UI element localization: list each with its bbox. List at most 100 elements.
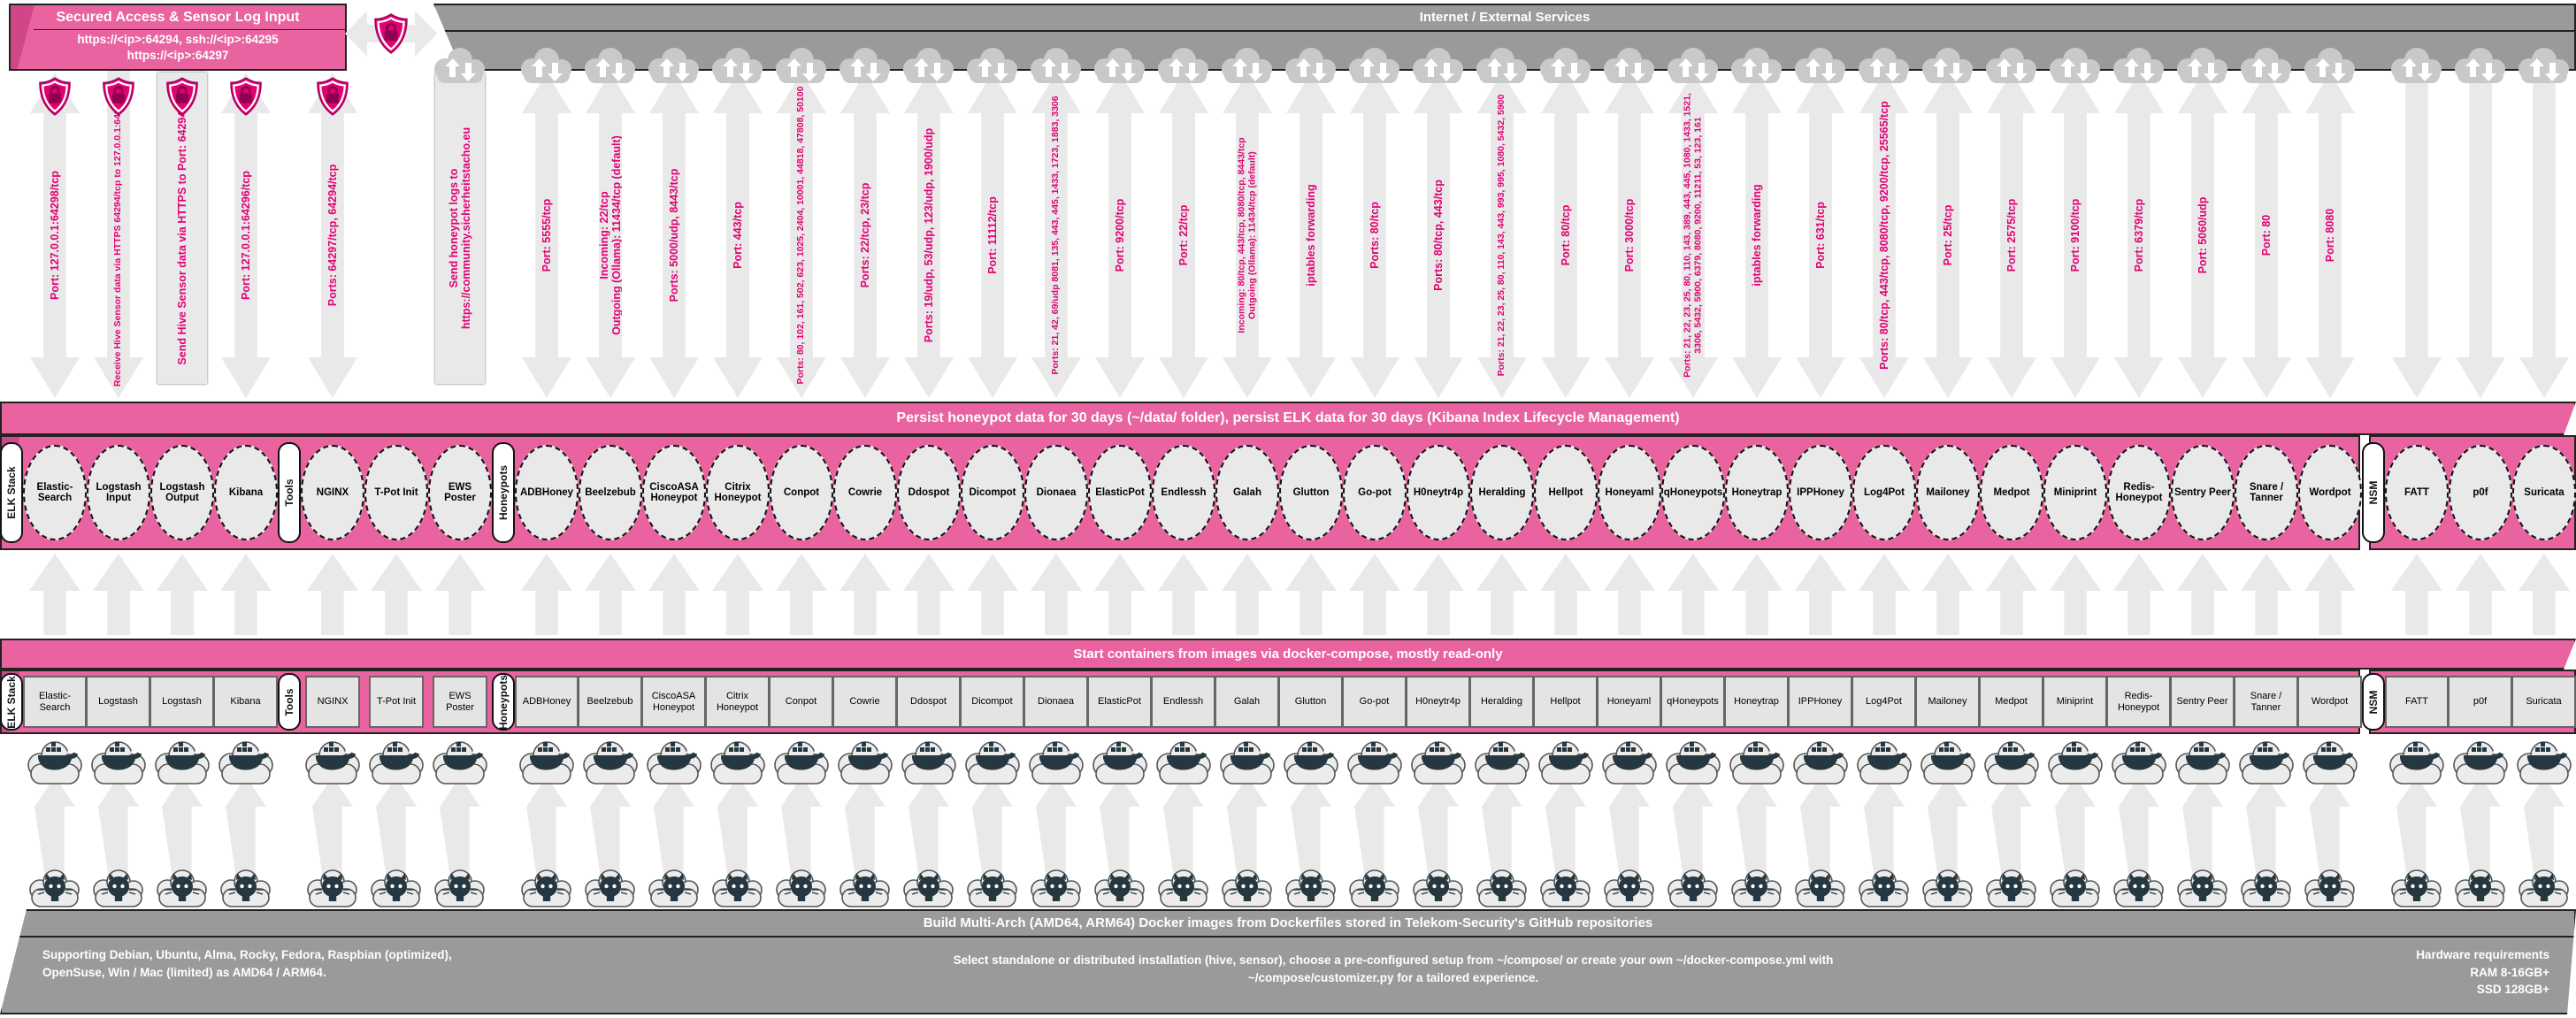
container-rect-suricata: Suricata	[2511, 676, 2576, 728]
cloud-updown-icon	[1731, 48, 1782, 83]
port-arrow-nginx: Ports: 64297/tcp, 64294/tcp	[308, 73, 357, 398]
cloud-updown-icon	[1285, 48, 1336, 83]
container-slot-log4pot: Log4Pot	[1852, 670, 1916, 734]
up-arrow-fatt	[2391, 554, 2442, 635]
container-slot-nginx: NGINX	[301, 670, 364, 734]
port-arrow-kibana: Port: 127.0.0.1:64296/tcp	[221, 73, 271, 398]
up-arrow-dionaea	[1031, 554, 1082, 635]
service-slot-heralding: Heralding	[1470, 435, 1534, 550]
cloud-updown-icon	[1604, 48, 1654, 83]
build-slot-heralding	[1470, 734, 1534, 909]
shield-lock-icon	[230, 77, 262, 116]
service-ellipse-qhoneypots: qHoneypots	[1661, 445, 1725, 540]
mid-arrow-slot-adbhoney	[515, 550, 579, 639]
container-slot-dicompot: Dicompot	[960, 670, 1024, 734]
build-slot-tools	[278, 734, 301, 909]
container-rect-h0neytr4p: H0neytr4p	[1406, 676, 1470, 728]
port-label-ddospot: Ports: 19/udp, 53/udp, 123/udp, 1900/udp	[923, 127, 935, 343]
port-arrow-dionaea: Ports: 21, 42, 69/udp 8081, 135, 443, 44…	[1031, 73, 1081, 398]
mid-arrow-slot-suricata	[2512, 550, 2576, 639]
port-arrow-slot-endlessh: Port: 22/tcp	[1152, 48, 1215, 402]
service-ellipse-snare-tanner: Snare / Tanner	[2235, 445, 2298, 540]
port-label-galah: Incoming: 80/tcp, 443/tcp, 8080/tcp, 844…	[1236, 137, 1257, 333]
mid-arrow-slot-mailoney	[1916, 550, 1980, 639]
group-label-tools: Tools	[278, 435, 301, 550]
service-ellipse-go-pot: Go-pot	[1343, 445, 1407, 540]
docker-cloud-icon	[27, 741, 82, 785]
service-ellipse-beelzebub: Beelzebub	[579, 445, 642, 540]
up-arrow-citrix-honeypot	[712, 554, 763, 635]
mid-arrow-slot-cowrie	[833, 550, 897, 639]
port-arrow-slot-elk-stack	[0, 71, 23, 402]
port-label-conpot: Ports: 80, 102, 161, 502, 623, 1025, 240…	[795, 86, 807, 385]
group-pill2-text-elk-stack: ELK Stack	[5, 675, 18, 729]
service-ellipse-honeyaml: Honeyaml	[1598, 445, 1661, 540]
container-rect-endlessh: Endlessh	[1151, 676, 1215, 728]
up-arrow-elasticpot	[1094, 554, 1146, 635]
up-arrow-beelzebub	[585, 554, 636, 635]
group-label-elk-stack: ELK Stack	[0, 435, 23, 550]
up-arrow-logstash-output	[157, 554, 208, 635]
build-slot-dicompot	[961, 734, 1024, 909]
container-rect-dicompot: Dicompot	[960, 676, 1024, 728]
container-rect-log4pot: Log4Pot	[1852, 676, 1916, 728]
port-arrow-slot-elasticpot: Port: 9200/tcp	[1088, 48, 1152, 402]
service-ellipse-hellpot: Hellpot	[1534, 445, 1598, 540]
service-ellipse-miniprint: Miniprint	[2043, 445, 2107, 540]
port-arrow-slot-redis-honeypot: Port: 6379/tcp	[2107, 48, 2171, 402]
group-pill-honeypots: Honeypots	[492, 441, 515, 544]
container-rect-honeyaml: Honeyaml	[1597, 676, 1661, 728]
mid-arrow-slot-ddospot	[897, 550, 961, 639]
service-slot-dicompot: Dicompot	[961, 435, 1024, 550]
up-arrow-galah	[1222, 554, 1273, 635]
service-slot-ddospot: Ddospot	[897, 435, 961, 550]
service-slot-go-pot: Go-pot	[1343, 435, 1407, 550]
group-pill-text-nsm: NSM	[2367, 480, 2380, 505]
service-ellipse-t-pot-init: T-Pot Init	[364, 445, 428, 540]
port-arrow-slot-elastic-search: Port: 127.0.0.1:64298/tcp	[23, 71, 87, 402]
docker-cloud-icon	[1347, 741, 1402, 785]
up-arrow-endlessh	[1158, 554, 1209, 635]
service-slot-endlessh: Endlessh	[1152, 435, 1215, 550]
mid-arrow-slot-h0neytr4p	[1407, 550, 1470, 639]
secured-box-divider	[34, 29, 345, 30]
build-slot-elk-stack	[0, 734, 23, 909]
up-arrow-miniprint	[2050, 554, 2101, 635]
container-rect-fatt: FATT	[2385, 676, 2449, 728]
up-arrow-adbhoney	[521, 554, 572, 635]
service-ellipse-logstash-input: Logstash Input	[87, 445, 150, 540]
cloud-updown-icon	[903, 48, 954, 83]
service-slot-nginx: NGINX	[301, 435, 364, 550]
up-arrow-h0neytr4p	[1413, 554, 1464, 635]
port-arrow-logstash-output: Send Hive Sensor data via HTTPS to Port:…	[157, 73, 207, 384]
port-arrow-wordpot: Port: 8080	[2305, 73, 2355, 398]
port-arrow-ddospot: Ports: 19/udp, 53/udp, 123/udp, 1900/udp	[904, 73, 954, 398]
github-cloud-icon	[220, 869, 271, 907]
github-cloud-icon	[1922, 869, 1973, 907]
port-arrow-slot-adbhoney: Port: 5555/tcp	[515, 48, 579, 402]
port-arrow-adbhoney: Port: 5555/tcp	[522, 73, 571, 398]
github-cloud-icon	[712, 869, 763, 907]
build-slot-galah	[1215, 734, 1279, 909]
service-slot-t-pot-init: T-Pot Init	[364, 435, 428, 550]
service-ellipse-medpot: Medpot	[1980, 445, 2043, 540]
docker-cloud-icon	[1729, 741, 1784, 785]
build-slot-miniprint	[2043, 734, 2107, 909]
service-slot-kibana: Kibana	[214, 435, 278, 550]
container-rect-p0f: p0f	[2448, 676, 2512, 728]
port-label-dionaea: Ports: 21, 42, 69/udp 8081, 135, 443, 44…	[1050, 96, 1062, 375]
mid-arrow-slot-p0f	[2449, 550, 2512, 639]
port-arrow-conpot: Ports: 80, 102, 161, 502, 623, 1025, 240…	[777, 73, 826, 398]
service-ellipse-elastic-search: Elastic-Search	[23, 445, 87, 540]
build-slot-t-pot-init	[364, 734, 428, 909]
port-arrow-slot-ipphoney: Port: 631/tcp	[1789, 48, 1852, 402]
port-label-redis-honeypot: Port: 6379/tcp	[2133, 198, 2145, 272]
service-ellipse-conpot: Conpot	[770, 445, 833, 540]
mid-arrow-slot-fatt	[2385, 550, 2449, 639]
port-arrow-fatt	[2392, 71, 2442, 398]
docker-cloud-icon	[1156, 741, 1211, 785]
port-arrow-redis-honeypot: Port: 6379/tcp	[2114, 73, 2164, 398]
port-label-kibana: Port: 127.0.0.1:64296/tcp	[240, 171, 252, 300]
service-slot-snare-tanner: Snare / Tanner	[2235, 435, 2298, 550]
